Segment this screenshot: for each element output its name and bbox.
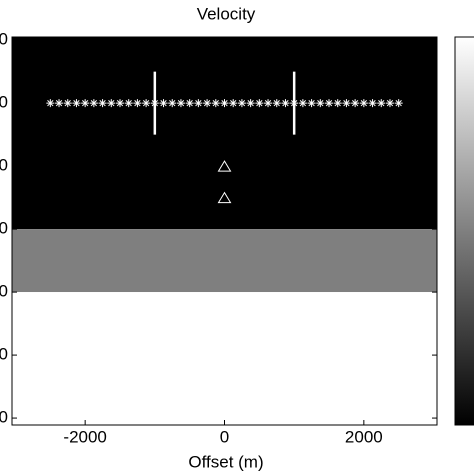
receiver-stroke (116, 99, 124, 107)
receiver (385, 99, 394, 108)
receiver (168, 99, 177, 108)
receiver (272, 99, 281, 108)
receiver (246, 99, 255, 108)
receiver (298, 99, 307, 108)
receiver-stroke (230, 99, 237, 107)
receiver (307, 99, 316, 108)
receiver-stroke (64, 99, 71, 107)
colorbar (454, 36, 474, 426)
receiver (333, 99, 342, 108)
receiver (63, 99, 72, 108)
receiver (264, 99, 273, 108)
receiver (281, 99, 290, 108)
receiver-stroke (386, 99, 394, 107)
receiver-stroke (177, 99, 185, 107)
y-tick-label: 0 (0, 30, 8, 49)
receiver (203, 99, 212, 108)
receiver (325, 99, 334, 108)
receiver-stroke (256, 99, 263, 107)
x-axis-label: Offset (m) (188, 452, 263, 471)
receiver (237, 99, 246, 108)
receiver-stroke (395, 99, 402, 107)
y-tick-label: 400 (0, 282, 8, 301)
plot-area (12, 37, 437, 425)
receiver (220, 99, 229, 108)
receiver (368, 99, 377, 108)
receiver (159, 99, 168, 108)
x-tick-label: -2000 (63, 427, 106, 446)
receiver-stroke (378, 99, 385, 107)
receiver-stroke (169, 99, 176, 107)
receiver (107, 99, 116, 108)
layer (12, 229, 437, 293)
receiver (72, 99, 81, 108)
receiver (115, 99, 124, 108)
receiver-stroke (247, 99, 254, 107)
source (217, 191, 232, 204)
receiver-stroke (308, 99, 315, 107)
receiver (185, 99, 194, 108)
receiver (351, 99, 360, 108)
receiver-stroke (186, 99, 193, 107)
receiver-stroke (325, 99, 333, 107)
receiver-stroke (108, 99, 115, 107)
receiver-stroke (317, 99, 324, 107)
receiver-stroke (47, 99, 54, 107)
receiver-stroke (351, 99, 359, 107)
receiver-stroke (125, 99, 132, 107)
receiver (211, 99, 220, 108)
receiver-stroke (90, 99, 98, 107)
receiver (142, 99, 151, 108)
source (217, 160, 232, 172)
receiver-stroke (273, 99, 280, 107)
receiver (316, 99, 325, 108)
receiver-stroke (343, 99, 350, 107)
receiver-stroke (264, 99, 272, 107)
receiver (342, 99, 351, 108)
receiver (394, 99, 403, 108)
receiver (255, 99, 264, 108)
receiver-stroke (212, 99, 219, 107)
y-tick-label: 300 (0, 219, 8, 238)
receiver-stroke (221, 99, 228, 107)
layer (12, 292, 437, 425)
receiver (98, 99, 107, 108)
receiver (176, 99, 185, 108)
receiver-stroke (99, 99, 106, 107)
receiver-stroke (369, 99, 376, 107)
receiver (124, 99, 133, 108)
receiver-stroke (55, 99, 63, 107)
y-tick-label: 600 (0, 408, 8, 427)
receiver-stroke (73, 99, 80, 107)
receiver (46, 99, 55, 108)
receiver-stroke (334, 99, 341, 107)
receiver (359, 99, 368, 108)
receiver-stroke (282, 99, 289, 107)
receiver-stroke (195, 99, 202, 107)
receiver-stroke (134, 99, 141, 107)
receiver (229, 99, 238, 108)
y-tick-label: 100 (0, 93, 8, 112)
receiver (81, 99, 90, 108)
receiver (377, 99, 386, 108)
receiver (194, 99, 203, 108)
receiver-stroke (238, 99, 246, 107)
receiver (133, 99, 142, 108)
y-tick-label: 500 (0, 345, 8, 364)
y-tick-label: 200 (0, 156, 8, 175)
receiver (89, 99, 98, 108)
x-tick-label: 0 (220, 427, 229, 446)
receiver-stroke (160, 99, 167, 107)
chart-title: Velocity (197, 4, 256, 23)
receiver-stroke (360, 99, 367, 107)
receiver-stroke (142, 99, 150, 107)
receiver-stroke (82, 99, 89, 107)
receiver-stroke (203, 99, 211, 107)
x-tick-label: 2000 (345, 427, 383, 446)
layer (12, 37, 437, 230)
receiver-stroke (299, 99, 307, 107)
receiver (55, 99, 64, 108)
